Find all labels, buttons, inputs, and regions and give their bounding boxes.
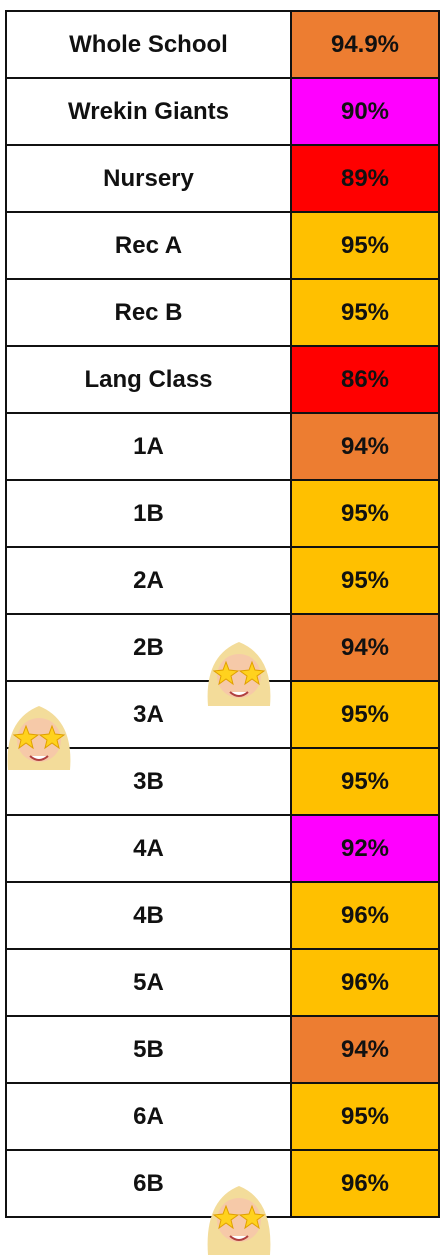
class-name: 6A (6, 1083, 291, 1150)
class-name: Nursery (6, 145, 291, 212)
class-name: Wrekin Giants (6, 78, 291, 145)
avatar (0, 700, 78, 778)
attendance-value: 95% (291, 748, 439, 815)
attendance-value: 95% (291, 1083, 439, 1150)
attendance-value: 90% (291, 78, 439, 145)
class-name: 1A (6, 413, 291, 480)
class-name: Whole School (6, 11, 291, 78)
attendance-value: 96% (291, 949, 439, 1016)
class-name: 5A (6, 949, 291, 1016)
attendance-value: 94% (291, 614, 439, 681)
attendance-value: 94% (291, 413, 439, 480)
attendance-value: 95% (291, 279, 439, 346)
class-name: Lang Class (6, 346, 291, 413)
class-name: Rec A (6, 212, 291, 279)
avatar (200, 1180, 278, 1255)
page: Whole School94.9%Wrekin Giants90%Nursery… (0, 0, 445, 1255)
attendance-value: 95% (291, 212, 439, 279)
class-name: 2A (6, 547, 291, 614)
class-name: 5B (6, 1016, 291, 1083)
attendance-value: 86% (291, 346, 439, 413)
attendance-value: 95% (291, 480, 439, 547)
attendance-value: 89% (291, 145, 439, 212)
attendance-value: 96% (291, 1150, 439, 1217)
class-name: 1B (6, 480, 291, 547)
attendance-value: 94% (291, 1016, 439, 1083)
avatar (200, 636, 278, 714)
attendance-value: 95% (291, 681, 439, 748)
attendance-value: 92% (291, 815, 439, 882)
class-name: 4B (6, 882, 291, 949)
attendance-value: 96% (291, 882, 439, 949)
class-name: 4A (6, 815, 291, 882)
class-name: Rec B (6, 279, 291, 346)
attendance-value: 95% (291, 547, 439, 614)
attendance-value: 94.9% (291, 11, 439, 78)
